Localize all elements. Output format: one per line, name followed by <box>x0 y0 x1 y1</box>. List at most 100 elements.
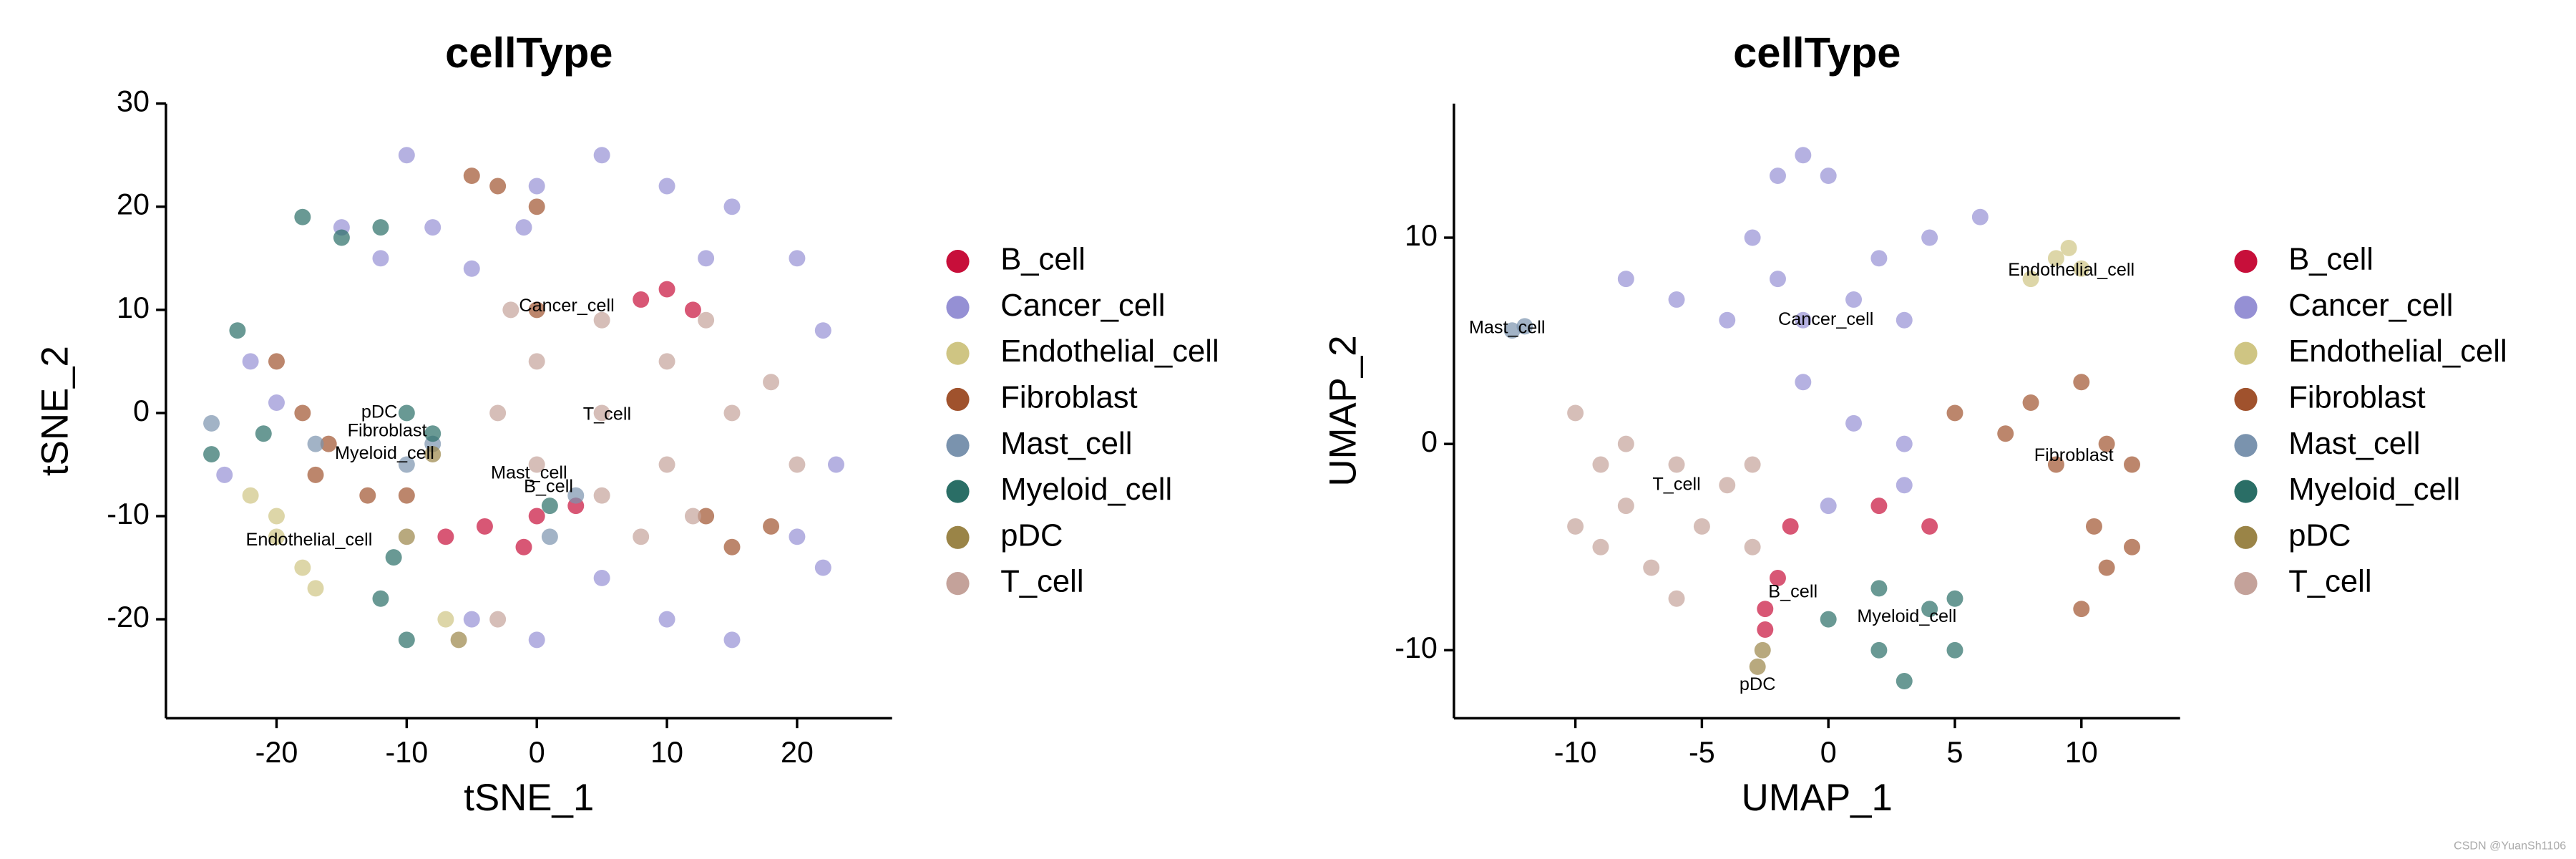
point <box>528 301 545 319</box>
point <box>1782 518 1799 535</box>
point <box>528 178 545 195</box>
point <box>1617 435 1634 452</box>
point <box>203 446 220 463</box>
cluster-label: Mast_cell <box>1469 317 1546 337</box>
point <box>398 528 415 545</box>
point <box>1870 498 1888 515</box>
point <box>398 456 415 473</box>
point <box>593 487 610 504</box>
point <box>1567 518 1584 535</box>
point <box>229 322 246 339</box>
point <box>216 466 233 483</box>
x-tick-label: -10 <box>385 736 428 769</box>
point <box>658 611 675 628</box>
point <box>698 508 715 525</box>
cluster-label: pDC <box>1740 674 1776 694</box>
point <box>463 260 480 277</box>
cluster-label: Cancer_cell <box>519 296 614 316</box>
cluster-label: Myeloid_cell <box>1857 606 1956 626</box>
point <box>698 250 715 267</box>
point <box>1567 404 1584 422</box>
point <box>268 508 285 525</box>
point <box>1870 641 1888 659</box>
legend-swatch <box>2234 525 2258 549</box>
point <box>1921 601 1938 618</box>
point <box>1870 580 1888 597</box>
legend-swatch <box>2234 341 2258 365</box>
legend-label: Mast_cell <box>1000 427 1132 461</box>
legend-swatch <box>2234 480 2258 503</box>
legend-swatch <box>946 387 970 412</box>
point <box>1592 456 1609 473</box>
point <box>1946 590 1963 607</box>
point <box>658 178 675 195</box>
point <box>1744 456 1761 473</box>
point <box>1921 229 1938 246</box>
legend-label: Endothelial_cell <box>1000 334 1219 369</box>
point <box>763 518 780 535</box>
point <box>593 569 610 586</box>
legend-swatch <box>946 572 970 596</box>
point <box>242 353 259 370</box>
point <box>1845 291 1863 308</box>
point <box>789 456 806 473</box>
point <box>398 147 415 164</box>
point <box>2098 559 2115 576</box>
point <box>294 559 311 576</box>
legend-swatch <box>2234 387 2258 412</box>
point <box>2047 456 2064 473</box>
point <box>1744 538 1761 555</box>
x-axis-label: tSNE_1 <box>464 777 594 819</box>
legend-label: pDC <box>1000 518 1063 553</box>
plot <box>1503 147 2140 690</box>
point <box>1770 271 1786 288</box>
point <box>723 538 741 555</box>
point <box>723 631 741 649</box>
point <box>1795 147 1812 164</box>
point <box>633 528 650 545</box>
cluster-label: pDC <box>361 402 398 422</box>
legend-label: Mast_cell <box>2288 427 2420 461</box>
point <box>1719 311 1736 329</box>
x-tick-label: 10 <box>2065 736 2098 769</box>
point <box>789 250 806 267</box>
cluster-label: Fibroblast <box>348 421 427 441</box>
point <box>1643 559 1660 576</box>
point <box>307 580 324 597</box>
point <box>489 404 507 422</box>
cluster-label: Endothelial_cell <box>245 530 372 550</box>
point <box>658 456 675 473</box>
x-tick-label: -20 <box>255 736 298 769</box>
y-tick-label: 0 <box>133 394 150 427</box>
point <box>242 487 259 504</box>
point <box>320 435 337 452</box>
point <box>294 208 311 225</box>
point <box>1617 498 1634 515</box>
point <box>1757 621 1774 638</box>
y-tick-label: 0 <box>1421 425 1438 458</box>
point <box>1795 374 1812 391</box>
point <box>763 374 780 391</box>
legend-label: Endothelial_cell <box>2288 334 2507 369</box>
point <box>593 147 610 164</box>
chart-title: cellType <box>1733 29 1901 77</box>
point <box>294 404 311 422</box>
point <box>684 508 701 525</box>
point <box>2098 435 2115 452</box>
point <box>1997 425 2014 442</box>
cluster-label: Cancer_cell <box>1778 309 1873 329</box>
point <box>398 487 415 504</box>
legend-swatch <box>946 480 970 503</box>
point <box>1896 311 1913 329</box>
point <box>398 631 415 649</box>
x-tick-label: 0 <box>529 736 545 769</box>
y-tick-label: -10 <box>107 498 150 530</box>
point <box>2124 456 2140 473</box>
point <box>541 528 558 545</box>
legend-swatch <box>946 434 970 457</box>
y-tick-label: -10 <box>1395 631 1438 664</box>
point <box>1896 477 1913 494</box>
point <box>307 466 324 483</box>
y-axis-label: UMAP_2 <box>1322 335 1364 486</box>
point <box>1668 456 1685 473</box>
